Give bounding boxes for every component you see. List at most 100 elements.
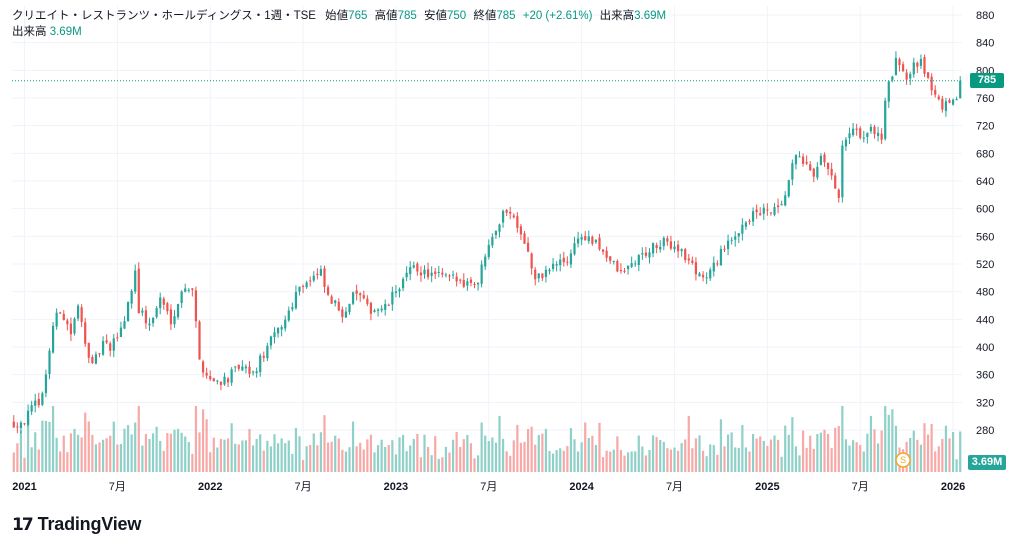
- candle-body: [544, 269, 548, 277]
- candle-body: [555, 264, 558, 266]
- time-tick-label: 2025: [755, 481, 779, 493]
- volume-bar: [398, 437, 401, 472]
- price-tick-label: 480: [976, 287, 994, 299]
- candle-body: [666, 238, 669, 242]
- candle-body: [823, 154, 826, 163]
- volume-bar: [941, 438, 944, 472]
- time-tick-label: 2022: [198, 481, 222, 493]
- volume-bar: [805, 447, 808, 472]
- legend-symbol[interactable]: クリエイト・レストランツ・ホールディングス・1週・TSE: [12, 10, 316, 22]
- volume-bar: [616, 436, 619, 472]
- volume-bar: [401, 434, 405, 472]
- volume-bar: [669, 449, 673, 472]
- volume-bar: [712, 445, 715, 472]
- candle-body: [466, 281, 469, 286]
- volume-bars: [12, 406, 962, 472]
- volume-bar: [155, 426, 158, 472]
- volume-bar: [948, 438, 951, 472]
- candle-body: [834, 175, 837, 189]
- candle-body: [648, 252, 651, 258]
- candle-body: [441, 272, 444, 275]
- candle-body: [730, 239, 733, 241]
- candle-body: [409, 267, 412, 275]
- volume-bar: [19, 430, 23, 472]
- candlesticks: [12, 51, 962, 434]
- volume-bar: [348, 447, 351, 472]
- volume-bar: [912, 430, 915, 472]
- volume-bar: [469, 443, 473, 472]
- volume-bar: [837, 425, 840, 472]
- candle-body: [469, 279, 473, 283]
- price-axis[interactable]: 280 320 360 400 440 480 520 560 600 640 680 720 760 8…: [976, 10, 994, 437]
- event-marker-circle[interactable]: [895, 452, 911, 468]
- volume-bar: [687, 415, 690, 472]
- legend-high-label: 高値: [374, 10, 398, 22]
- volume-bar: [526, 429, 530, 472]
- volume-bar: [780, 456, 783, 472]
- volume-bar: [373, 452, 376, 472]
- candle-body: [91, 356, 94, 364]
- volume-bar: [741, 425, 744, 472]
- candle-body: [541, 273, 544, 279]
- volume-bar: [869, 415, 873, 472]
- candle-body: [126, 302, 130, 322]
- candle-body: [341, 309, 344, 318]
- volume-bar: [769, 439, 773, 472]
- volume-bar: [244, 440, 248, 472]
- volume-bar: [876, 443, 880, 472]
- volume-bar: [419, 457, 423, 472]
- candle-body: [919, 59, 923, 66]
- legend-low-label: 安値: [423, 10, 447, 22]
- volume-bar: [844, 439, 848, 472]
- volume-bar: [291, 453, 294, 472]
- candle-body: [491, 236, 494, 246]
- candle-body: [937, 96, 940, 100]
- volume-bar: [591, 435, 594, 472]
- candle-body: [816, 166, 819, 178]
- volume-bar: [462, 439, 465, 472]
- volume-bar: [544, 428, 548, 472]
- candle-body: [194, 290, 198, 322]
- candle-body: [526, 242, 530, 252]
- legend-volume-value: 3.69M: [634, 10, 667, 22]
- candle-body: [373, 310, 376, 312]
- volume-bar: [237, 444, 240, 472]
- volume-bar: [112, 421, 115, 472]
- volume-bar: [326, 442, 330, 472]
- candle-body: [437, 271, 440, 273]
- volume-bar: [801, 430, 805, 472]
- volume-bar: [248, 428, 251, 472]
- volume-bar: [584, 422, 587, 472]
- volume-bar: [144, 434, 148, 472]
- candle-body: [651, 243, 655, 254]
- time-axis[interactable]: 2021 7月 2022 7月 2023 7月 2024 7月 2025 7月 2026: [12, 481, 965, 493]
- candle-body: [505, 210, 508, 213]
- volume-bar: [819, 432, 823, 472]
- candle-body: [912, 62, 915, 75]
- candle-body: [891, 76, 894, 80]
- candle-body: [244, 366, 248, 369]
- candle-body: [344, 311, 348, 318]
- volume-bar: [369, 434, 373, 472]
- legend-volume-row-label[interactable]: 出来高: [12, 26, 47, 38]
- price-tick-label: 360: [976, 370, 994, 382]
- volume-bar: [437, 458, 440, 472]
- volume-bar: [223, 439, 226, 472]
- candle-body: [44, 374, 48, 394]
- candle-body: [659, 246, 662, 250]
- volume-bar: [823, 429, 826, 472]
- volume-bar: [755, 438, 758, 472]
- candle-body: [623, 270, 626, 272]
- volume-bar: [109, 435, 112, 472]
- tradingview-brand[interactable]: 17 TradingView: [12, 514, 141, 535]
- candle-body: [391, 292, 394, 305]
- volume-bar: [251, 445, 255, 472]
- volume-bar: [573, 439, 576, 472]
- candle-body: [144, 310, 148, 324]
- event-marker[interactable]: S: [895, 452, 911, 468]
- candle-body: [94, 354, 98, 364]
- candle-body: [612, 261, 615, 263]
- candle-body: [959, 80, 962, 99]
- volume-bar: [873, 429, 876, 472]
